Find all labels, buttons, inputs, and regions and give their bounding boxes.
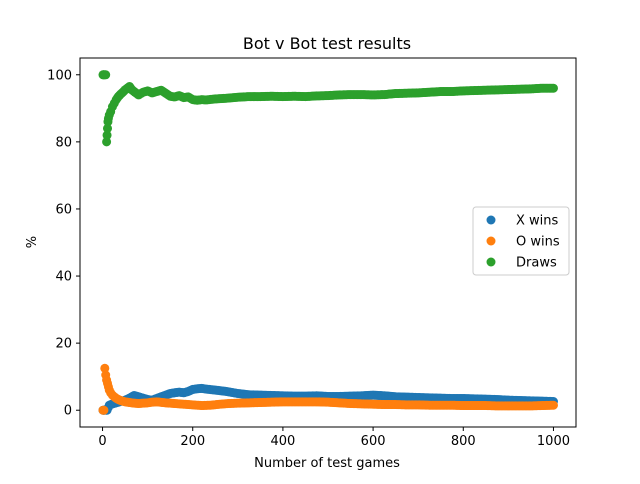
legend-label: O wins — [516, 235, 560, 250]
data-point — [102, 137, 112, 147]
data-point — [100, 363, 110, 373]
chart-title: Bot v Bot test results — [243, 34, 411, 53]
legend-label: Draws — [516, 256, 557, 271]
y-tick-label: 0 — [64, 404, 72, 419]
x-tick-label: 800 — [451, 434, 476, 449]
y-tick-label: 60 — [55, 202, 72, 217]
legend: X wins O wins Draws — [472, 206, 570, 276]
y-axis-ticks: 0 20 40 60 80 100 — [47, 68, 80, 419]
y-tick-label: 20 — [55, 337, 72, 352]
data-point — [102, 130, 112, 140]
data-point — [548, 83, 558, 93]
x-tick-label: 1000 — [537, 434, 570, 449]
data-point — [99, 405, 109, 415]
x-tick-label: 600 — [361, 434, 386, 449]
data-point — [101, 70, 111, 80]
plot-area — [98, 70, 558, 415]
x-tick-label: 0 — [98, 434, 106, 449]
y-tick-label: 100 — [47, 68, 72, 83]
y-tick-label: 40 — [55, 270, 72, 285]
x-axis-label: Number of test games — [254, 456, 400, 471]
axes-frame — [79, 57, 577, 428]
data-point — [103, 123, 113, 133]
legend-label: X wins — [516, 214, 559, 229]
series-x-wins — [98, 383, 558, 415]
x-axis-ticks: 0 200 400 600 800 1000 — [98, 427, 570, 449]
legend-marker — [486, 215, 496, 225]
x-tick-label: 400 — [270, 434, 295, 449]
legend-marker — [486, 236, 496, 246]
legend-marker — [486, 257, 496, 267]
legend-box — [472, 206, 570, 276]
y-axis-label: % — [25, 236, 40, 248]
x-tick-label: 200 — [180, 434, 205, 449]
y-tick-label: 80 — [55, 135, 72, 150]
series-o-wins — [98, 363, 558, 415]
data-point — [548, 400, 558, 410]
series-draws — [98, 70, 558, 147]
